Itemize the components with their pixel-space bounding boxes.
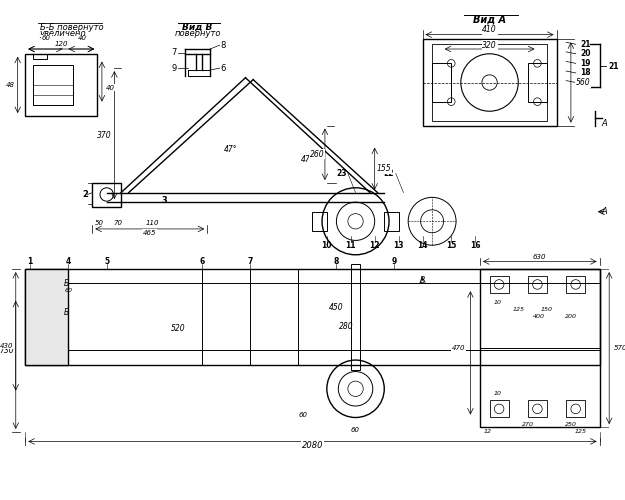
Bar: [480, 269, 599, 427]
Text: Б: Б: [64, 279, 69, 288]
Text: 10: 10: [493, 391, 501, 396]
Text: 60: 60: [351, 427, 360, 433]
Text: 120: 120: [54, 41, 68, 47]
Bar: [33, 66, 73, 104]
Text: 2080: 2080: [302, 441, 323, 450]
Text: 19: 19: [580, 59, 591, 68]
Bar: [432, 44, 547, 121]
Text: 125: 125: [574, 430, 586, 434]
Text: 21: 21: [608, 62, 619, 70]
Text: 465: 465: [143, 230, 156, 236]
Text: 155: 155: [377, 164, 392, 173]
Text: 70: 70: [114, 220, 122, 226]
Text: 570: 570: [614, 345, 625, 351]
Text: повернуто: повернуто: [174, 29, 221, 38]
Text: 13: 13: [393, 240, 404, 250]
Bar: [566, 400, 585, 417]
Text: 410: 410: [482, 26, 497, 35]
Bar: [312, 212, 327, 231]
Text: В: В: [420, 276, 425, 285]
Bar: [351, 264, 361, 370]
Text: 7: 7: [248, 257, 253, 266]
Text: 12: 12: [369, 240, 380, 250]
Bar: [489, 276, 509, 293]
Text: А: А: [601, 207, 608, 216]
Text: 400: 400: [533, 314, 546, 320]
Text: 4: 4: [66, 257, 71, 266]
Text: 48: 48: [6, 82, 14, 88]
Text: Б: Б: [64, 308, 69, 316]
Text: 5: 5: [104, 257, 109, 266]
Text: 125: 125: [512, 307, 524, 312]
Text: 14: 14: [418, 240, 428, 250]
Text: 16: 16: [470, 240, 481, 250]
Text: 10: 10: [493, 300, 501, 305]
Text: Б-Б повернуто: Б-Б повернуто: [40, 23, 103, 32]
Text: 60: 60: [298, 412, 308, 418]
Bar: [489, 400, 509, 417]
Text: 21: 21: [580, 40, 591, 48]
Text: 11: 11: [346, 240, 356, 250]
Text: 6: 6: [200, 257, 205, 266]
Text: А: А: [601, 119, 608, 128]
Bar: [432, 64, 451, 102]
Text: 450: 450: [329, 303, 344, 312]
Text: 18: 18: [580, 68, 591, 78]
Text: 470: 470: [452, 345, 466, 351]
Text: 2: 2: [82, 190, 89, 199]
Text: 40: 40: [78, 36, 88, 42]
Bar: [528, 400, 547, 417]
Bar: [26, 284, 599, 350]
Text: 40: 40: [106, 85, 115, 91]
Bar: [528, 276, 547, 293]
Text: 23: 23: [336, 169, 346, 178]
Text: Вид А: Вид А: [473, 14, 506, 24]
Text: 320: 320: [482, 40, 497, 50]
Bar: [26, 54, 97, 116]
Text: 630: 630: [533, 254, 546, 260]
Bar: [566, 276, 585, 293]
Bar: [384, 212, 399, 231]
Text: 3: 3: [161, 196, 167, 204]
Text: 22: 22: [384, 169, 394, 178]
Text: 9: 9: [391, 257, 396, 266]
Text: 430: 430: [0, 342, 13, 348]
Text: 17: 17: [580, 78, 591, 87]
Text: 1: 1: [28, 257, 32, 266]
Bar: [26, 269, 68, 365]
Text: 200: 200: [565, 314, 577, 320]
Text: увеличено: увеличено: [40, 29, 86, 38]
Text: 7: 7: [171, 48, 176, 58]
Text: 8: 8: [221, 40, 226, 50]
Text: 60: 60: [42, 36, 51, 42]
Text: 250: 250: [565, 422, 577, 426]
Text: 12: 12: [484, 430, 492, 434]
Bar: [92, 183, 121, 207]
Text: 47°: 47°: [224, 145, 238, 154]
Text: 15: 15: [446, 240, 456, 250]
Text: 260: 260: [310, 150, 324, 159]
Bar: [528, 64, 547, 102]
Text: 150: 150: [541, 307, 553, 312]
Bar: [33, 54, 48, 58]
Text: 110: 110: [146, 220, 159, 226]
Text: 370: 370: [98, 130, 112, 140]
Text: 520: 520: [171, 324, 186, 333]
Text: 270: 270: [522, 422, 534, 426]
Text: 20: 20: [580, 50, 591, 58]
Text: 280: 280: [339, 322, 353, 331]
Bar: [422, 40, 556, 126]
Text: 47°: 47°: [301, 154, 314, 164]
Text: 9: 9: [171, 64, 176, 72]
Text: 60: 60: [64, 288, 72, 292]
Text: 50: 50: [94, 220, 104, 226]
Bar: [26, 269, 599, 365]
Text: Вид В: Вид В: [182, 23, 213, 32]
Text: 10: 10: [322, 240, 332, 250]
Text: 6: 6: [221, 64, 226, 72]
Text: 560: 560: [576, 78, 591, 87]
Text: 8: 8: [334, 257, 339, 266]
Text: 730: 730: [0, 346, 14, 355]
